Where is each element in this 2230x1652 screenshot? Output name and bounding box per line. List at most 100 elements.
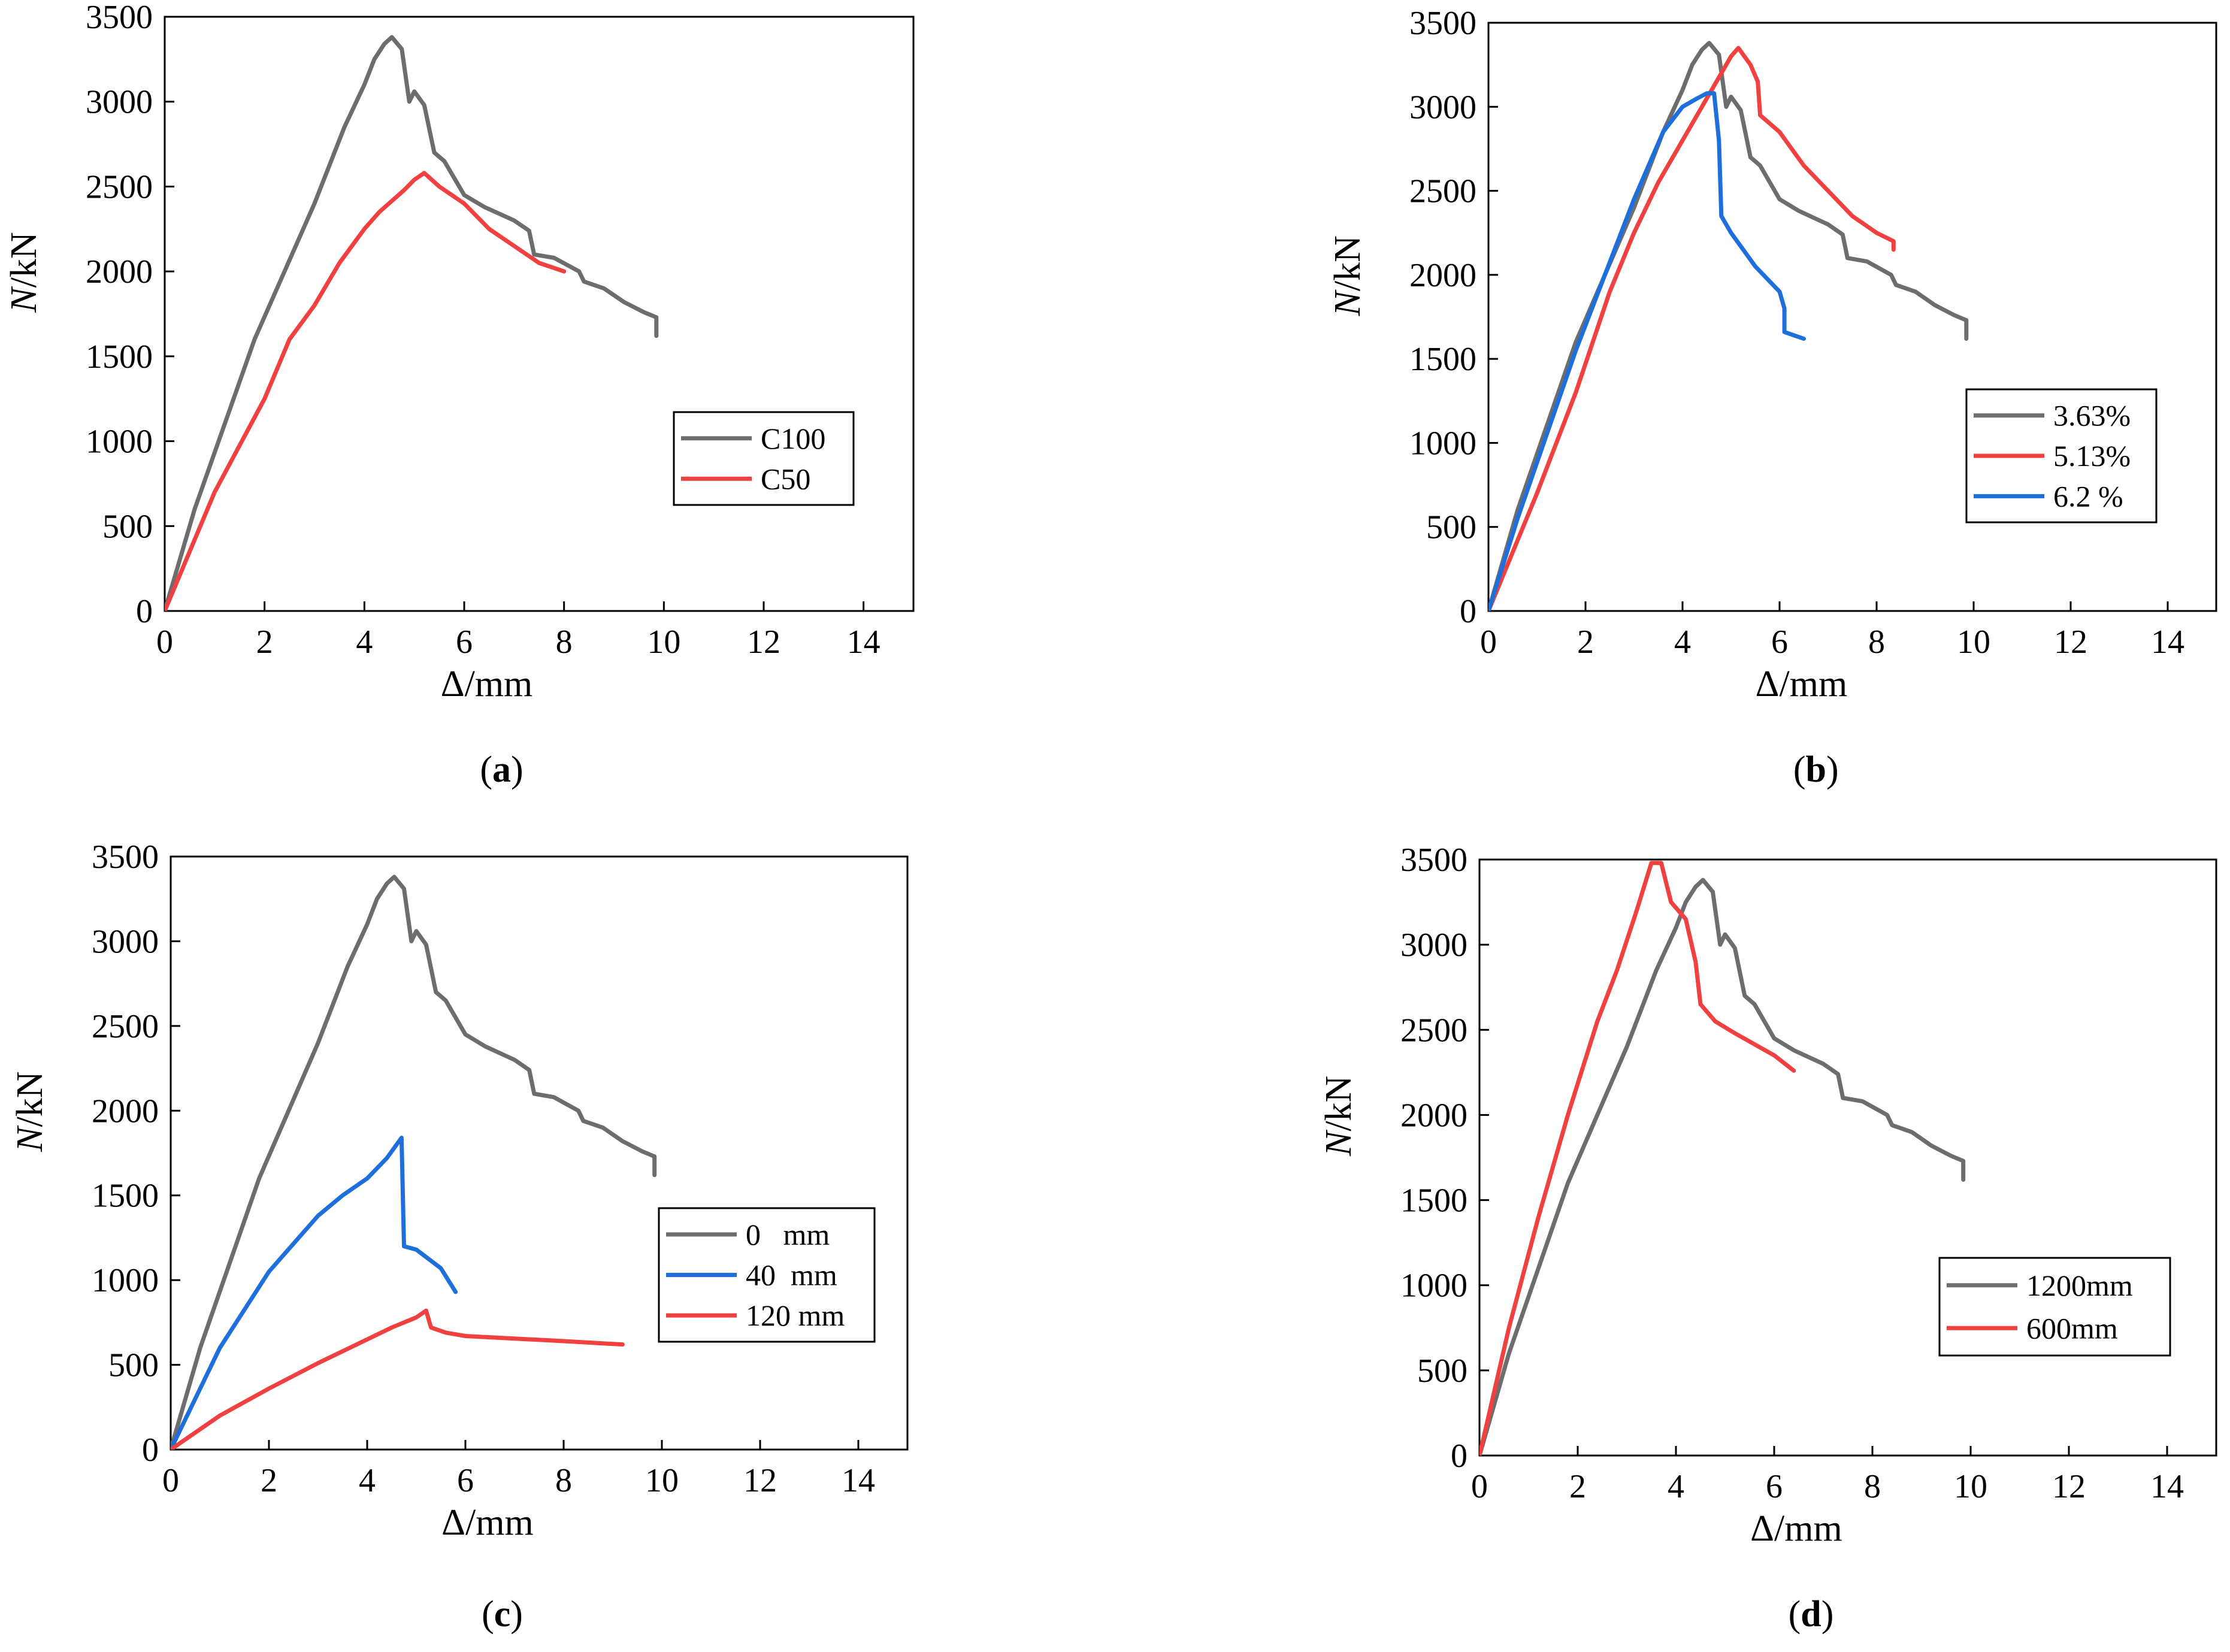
chart-a-x-axis-title: Δ/mm: [441, 664, 533, 704]
chart-c-legend: 0 mm 40 mm 120 mm: [658, 1207, 876, 1343]
chart-d: 0 2 4 6 8 10 12 14 0 500 1000 1500 2000 2500 3000 3500 Δ…: [1318, 842, 2217, 1635]
chart-c-series-line-2: [171, 1308, 625, 1450]
chart-a-x-tick-label: 4: [356, 624, 373, 661]
chart-d-legend: 1200mm 600mm: [1938, 1257, 2171, 1357]
chart-c-x-tick-label: 2: [261, 1462, 277, 1499]
chart-d-x-tick-label: 8: [1864, 1468, 1881, 1505]
chart-a-y-axis-title: N/kN: [4, 232, 44, 313]
chart-a-y-tick-label: 3500: [86, 0, 153, 36]
chart-d-series-line-1: [1479, 861, 1796, 1456]
chart-d-panel-label: (d): [1789, 1594, 1834, 1635]
chart-a-panel-label-letter: a: [492, 749, 511, 790]
chart-d-legend-label-1: 600mm: [2026, 1311, 2118, 1345]
chart-b-x-tick-label: 8: [1868, 624, 1885, 661]
chart-c-y-tick-label: 3000: [92, 923, 159, 960]
chart-c-x-tick-label: 8: [555, 1462, 572, 1499]
chart-c-x-tick-label: 4: [359, 1462, 376, 1499]
chart-b-x-tick-label: 6: [1771, 624, 1788, 661]
chart-c-panel-label-letter: c: [494, 1594, 511, 1635]
chart-c-y-tick-label: 3500: [92, 839, 159, 876]
chart-c-y-tick-label: 1500: [92, 1178, 159, 1215]
chart-b-x-tick-label: 14: [2151, 624, 2184, 661]
chart-c-panel-label: (c): [482, 1594, 523, 1635]
chart-d-plot-frame: [1478, 858, 2217, 1457]
chart-a-y-tick-label: 2500: [86, 168, 153, 205]
chart-a-y-tick-label: 1500: [86, 338, 153, 376]
chart-b-y-tick-label: 3000: [1409, 89, 1476, 126]
chart-d-series-line-0: [1479, 878, 1966, 1456]
chart-b-x-tick-label: 0: [1480, 624, 1497, 661]
chart-a-legend: C100 C50: [673, 411, 855, 506]
chart-d-x-tick-label: 14: [2150, 1468, 2184, 1505]
chart-d-y-axis-title: N/kN: [1318, 1076, 1359, 1157]
chart-b-y-axis-title-unit: /kN: [1327, 235, 1368, 291]
chart-a-y-tick-label: 2000: [86, 253, 153, 291]
chart-c-y-tick-label: 2500: [92, 1008, 159, 1045]
chart-d-x-tick-label: 4: [1668, 1468, 1684, 1505]
chart-c-series-line-0: [171, 875, 657, 1450]
chart-a-series-line-0: [165, 35, 659, 611]
chart-b-y-tick-label: 0: [1460, 593, 1476, 630]
chart-b-legend-label-0: 3.63%: [2053, 399, 2131, 432]
chart-c-x-tick-label: 10: [645, 1462, 679, 1499]
chart-c-y-axis-title-unit: /kN: [10, 1072, 50, 1127]
chart-a-y-tick-label: 3000: [86, 84, 153, 121]
chart-d-legend-label-0: 1200mm: [2026, 1269, 2133, 1302]
chart-b-legend-label-2: 6.2 %: [2053, 479, 2123, 513]
chart-b-y-tick-label: 2000: [1409, 257, 1476, 294]
chart-d-y-tick-label: 3500: [1400, 842, 1467, 879]
chart-b-y-tick-label: 2500: [1409, 173, 1476, 210]
chart-d-y-axis-title-italic: N: [1318, 1129, 1359, 1157]
chart-b-x-tick-label: 2: [1577, 624, 1594, 661]
chart-a-y-axis-title-italic: N: [4, 286, 44, 313]
chart-a-legend-label-1: C50: [761, 462, 810, 495]
chart-a-y-tick-label: 500: [102, 508, 153, 545]
chart-b-series-line-1: [1488, 46, 1896, 611]
chart-a-x-tick-label: 10: [647, 624, 680, 661]
chart-b-y-tick-label: 1500: [1409, 341, 1476, 378]
chart-d-y-tick-label: 2000: [1400, 1097, 1467, 1134]
chart-a-series-line-1: [165, 171, 567, 611]
chart-d-y-tick-label: 3000: [1400, 927, 1467, 964]
chart-b-legend: 3.63% 5.13% 6.2 %: [1965, 388, 2158, 524]
chart-a-x-tick-label: 14: [847, 624, 880, 661]
chart-a-panel-label-open: (: [480, 749, 492, 790]
chart-d-x-tick-label: 10: [1954, 1468, 1987, 1505]
chart-d-x-axis-title: Δ/mm: [1750, 1508, 1842, 1549]
chart-a-panel-label: (a): [480, 749, 523, 790]
chart-c-x-tick-label: 12: [743, 1462, 777, 1499]
chart-a-plot-frame: [164, 16, 915, 612]
chart-b-y-axis-title-italic: N: [1327, 289, 1368, 316]
chart-b-legend-label-1: 5.13%: [2053, 439, 2131, 473]
chart-c-panel-label-open: (: [482, 1594, 494, 1635]
chart-a-y-tick-label: 0: [136, 593, 153, 630]
chart-c-y-axis-title: N/kN: [10, 1072, 50, 1152]
chart-c-y-axis-title-italic: N: [10, 1125, 50, 1152]
chart-b: 0 2 4 6 8 10 12 14 0 500 1000 1500 2000 2500 3000 3500 Δ…: [1327, 5, 2217, 790]
chart-b-x-tick-label: 10: [1957, 624, 1990, 661]
chart-b-x-tick-label: 4: [1674, 624, 1691, 661]
chart-c-panel-label-close: ): [510, 1594, 523, 1635]
chart-c-y-tick-label: 2000: [92, 1093, 159, 1130]
chart-c-x-axis-title: Δ/mm: [441, 1502, 534, 1543]
chart-b-panel-label-open: (: [1793, 749, 1806, 790]
chart-b-panel-label: (b): [1793, 749, 1839, 790]
chart-b-y-tick-label: 1000: [1409, 425, 1476, 462]
chart-d-panel-label-open: (: [1789, 1594, 1801, 1635]
chart-d-x-tick-label: 2: [1569, 1468, 1586, 1505]
chart-d-y-tick-label: 500: [1417, 1353, 1467, 1390]
chart-b-panel-label-letter: b: [1806, 749, 1826, 790]
chart-a-x-tick-label: 12: [747, 624, 780, 661]
chart-c-x-tick-label: 6: [457, 1462, 474, 1499]
chart-c-series-line-1: [171, 1136, 458, 1450]
chart-a: 0 2 4 6 8 10 12 14 0 500 1000 1500 2000 2500 3000 3500 Δ…: [4, 0, 915, 790]
chart-d-panel-label-close: ): [1821, 1594, 1834, 1635]
chart-d-panel-label-letter: d: [1801, 1594, 1821, 1635]
chart-a-y-tick-label: 1000: [86, 423, 153, 461]
chart-c-y-tick-label: 500: [108, 1347, 159, 1384]
chart-c-y-tick-label: 0: [142, 1432, 159, 1469]
chart-d-legend-box: [1938, 1257, 2171, 1357]
chart-b-panel-label-close: ): [1826, 749, 1839, 790]
chart-c: 0 2 4 6 8 10 12 14 0 500 1000 1500 2000 2500 3000 3500 Δ…: [10, 839, 909, 1635]
chart-d-y-tick-label: 1500: [1400, 1182, 1467, 1220]
